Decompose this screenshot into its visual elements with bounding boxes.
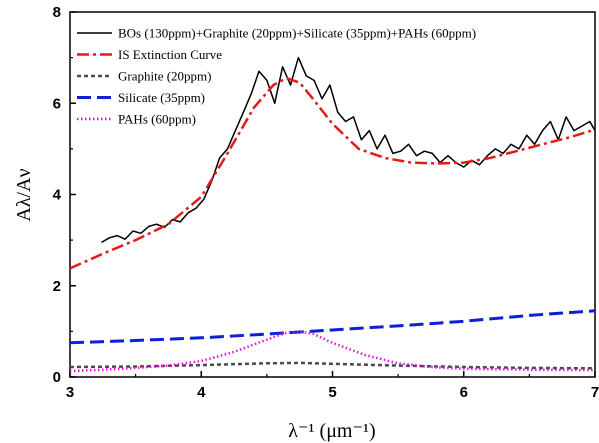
legend-label-bos-130ppm-graphite-20ppm-silicate-35ppm-pahs-60ppm: BOs (130ppm)+Graphite (20ppm)+Silicate (… bbox=[118, 26, 476, 41]
y-tick-label: 8 bbox=[53, 4, 61, 21]
x-tick-label: 6 bbox=[460, 384, 468, 401]
legend-label-is-extinction-curve: IS Extinction Curve bbox=[118, 47, 222, 62]
y-tick-label: 0 bbox=[53, 369, 61, 386]
legend-label-pahs-60ppm: PAHs (60ppm) bbox=[118, 112, 196, 127]
x-axis-title: λ⁻¹ (μm⁻¹) bbox=[288, 420, 375, 442]
x-tick-label: 5 bbox=[328, 384, 336, 401]
series-line-bos-130ppm-graphite-20ppm-silicate-35ppm-pahs-60ppm bbox=[101, 56, 595, 244]
series-line-graphite-20ppm bbox=[70, 361, 595, 370]
y-tick-label: 4 bbox=[53, 187, 62, 204]
axis-ticks: 3 4 5 6 7 0 2 4 6 8 bbox=[53, 4, 599, 401]
legend: BOs (130ppm)+Graphite (20ppm)+Silicate (… bbox=[77, 26, 476, 127]
x-tick-label: 4 bbox=[197, 384, 206, 401]
series-line-silicate-35ppm bbox=[70, 309, 595, 345]
legend-label-graphite-20ppm: Graphite (20ppm) bbox=[118, 69, 212, 84]
x-tick-label: 7 bbox=[591, 384, 599, 401]
series-layer bbox=[70, 56, 595, 373]
y-tick-label: 6 bbox=[53, 95, 61, 112]
series-line-is-extinction-curve bbox=[70, 76, 595, 270]
legend-label-silicate-35ppm: Silicate (35ppm) bbox=[118, 90, 205, 105]
y-tick-label: 2 bbox=[53, 278, 61, 295]
y-axis-title: Aλ/Aν bbox=[13, 168, 35, 221]
plot-area bbox=[69, 11, 596, 378]
x-tick-label: 3 bbox=[66, 384, 74, 401]
